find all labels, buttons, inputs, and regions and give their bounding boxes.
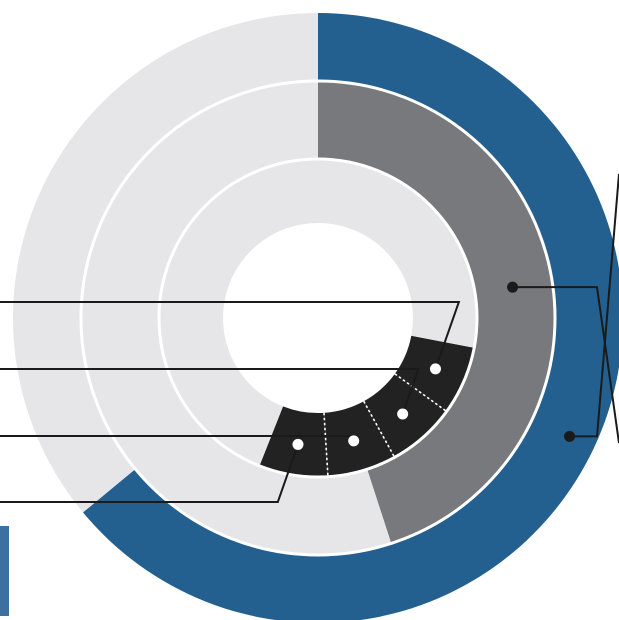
ring-separator-2: [157, 157, 479, 479]
ring-1-slice-2: [13, 13, 318, 513]
callout-line-ring-3-1: [0, 301, 461, 370]
ring-3-dotted-divider-1: [394, 373, 448, 413]
ring-1-slice-1: [82, 13, 619, 620]
partial-accent-slab: [0, 526, 9, 616]
callout-dot-ring-1-1: [564, 430, 576, 442]
ring-2-slice-1: [318, 80, 557, 545]
ring-3-dotted-divider-3: [323, 412, 329, 478]
callout-dot-ring-3-1: [429, 363, 441, 375]
callout-line-ring-2-1: [512, 286, 619, 444]
callout-dot-ring-3-3: [348, 435, 360, 447]
ring-3-slice-5: [158, 158, 479, 467]
callout-dot-ring-3-4: [292, 438, 304, 450]
callout-line-ring-1-1: [569, 173, 619, 438]
ring-separator-1: [79, 79, 557, 557]
callout-line-ring-3-4: [0, 444, 299, 503]
callout-dot-ring-2-1: [507, 281, 519, 293]
callout-dot-ring-3-2: [397, 408, 409, 420]
callout-line-ring-3-2: [0, 368, 420, 415]
ring-3-dotted-divider-2: [363, 400, 396, 459]
ring-3-slice-3: [323, 401, 396, 478]
